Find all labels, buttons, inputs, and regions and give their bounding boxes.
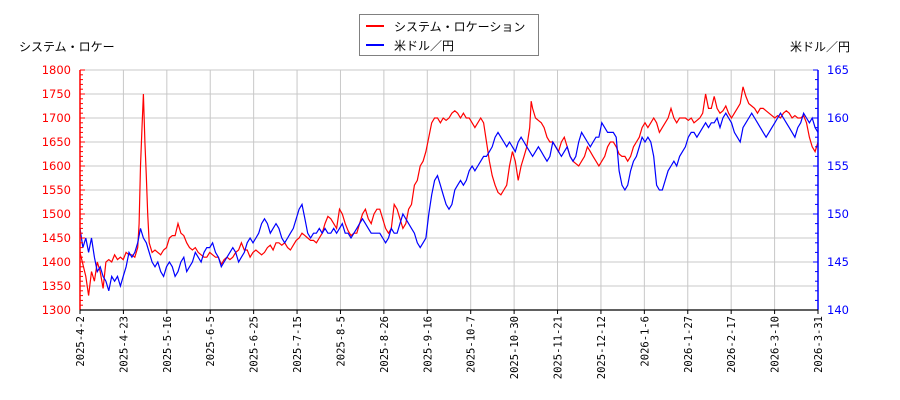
left-tick-label: 1750 [42,87,71,101]
legend-label: 米ドル／円 [394,38,455,53]
left-tick-label: 1300 [42,303,71,317]
right-axis-title: 米ドル／円 [790,40,851,54]
x-tick-label: 2026-1-6 [639,316,651,367]
left-tick-label: 1700 [42,111,71,125]
series-system-location [79,86,819,296]
x-tick-label: 2026-3-31 [813,316,825,373]
x-tick-label: 2025-8-26 [379,316,391,373]
legend-swatch-blue [366,44,384,46]
x-axis: 2025-4-2 2025-4-23 2025-5-16 2025-6-5 2025-6… [75,309,825,379]
x-tick-label: 2025-12-12 [596,316,608,379]
left-tick-label: 1600 [42,159,71,173]
x-tick-label: 2025-9-16 [422,316,434,373]
x-tick-label: 2025-4-23 [118,316,130,373]
right-y-axis: 140 145 150 155 160 165 [813,63,849,317]
left-y-axis: 1300 1350 1400 1450 1500 1550 1600 1650 1700 1750… [42,63,85,317]
x-tick-label: 2025-11-21 [553,316,565,379]
left-axis-title: システム・ロケー [19,40,115,54]
x-tick-label: 2025-6-25 [249,316,261,373]
x-tick-label: 2025-10-30 [509,316,521,379]
x-tick-label: 2025-10-7 [466,316,478,373]
legend-item-system-location: システム・ロケーション [366,17,525,35]
right-tick-label: 165 [827,63,849,77]
right-tick-label: 150 [827,207,849,221]
legend-label: システム・ロケーション [394,19,526,34]
left-tick-label: 1500 [42,207,71,221]
x-tick-label: 2025-5-16 [162,316,174,373]
x-tick-label: 2026-2-17 [726,316,738,373]
x-tick-label: 2025-6-5 [205,316,217,367]
legend-item-usd-jpy: 米ドル／円 [366,36,454,54]
left-tick-label: 1400 [42,255,71,269]
legend-swatch-red [366,25,384,27]
x-tick-label: 2026-3-10 [770,316,782,373]
left-tick-label: 1450 [42,231,71,245]
x-tick-label: 2026-1-27 [683,316,695,373]
left-tick-label: 1350 [42,279,71,293]
x-tick-label: 2025-7-15 [292,316,304,373]
right-tick-label: 155 [827,159,849,173]
left-tick-label: 1550 [42,183,71,197]
right-tick-label: 140 [827,303,849,317]
right-tick-label: 160 [827,111,849,125]
legend: システム・ロケーション 米ドル／円 [359,14,539,56]
series-layer [79,86,819,296]
left-tick-label: 1650 [42,135,71,149]
x-tick-label: 2025-4-2 [75,316,87,367]
x-tick-label: 2025-8-5 [335,316,347,367]
grid-lines [79,69,819,311]
right-tick-label: 145 [827,255,849,269]
left-tick-label: 1800 [42,63,71,77]
series-usd-jpy [79,111,819,291]
